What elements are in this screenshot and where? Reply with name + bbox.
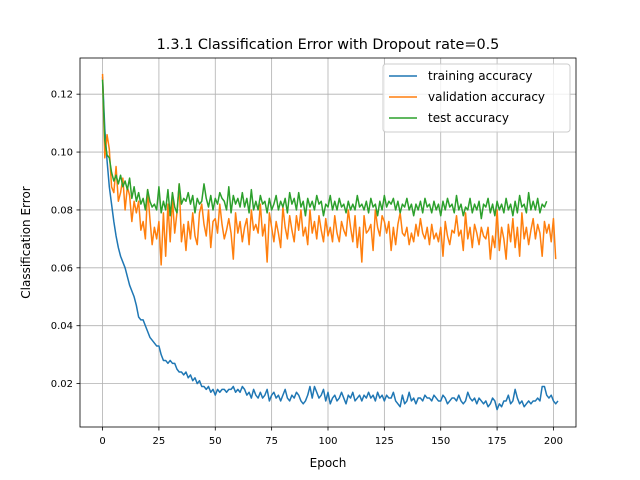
x-tick-label: 175 [488,436,507,447]
series-line-training-accuracy [101,76,559,411]
y-tick-label: 0.04 [51,321,73,332]
legend-label: validation accuracy [428,90,545,104]
x-tick-label: 100 [318,436,337,447]
x-axis-label: Epoch [310,456,347,470]
chart-title: 1.3.1 Classification Error with Dropout … [157,37,500,53]
x-tick-label: 150 [431,436,450,447]
legend: training accuracy validation accuracy test… [382,63,571,133]
y-axis-ticks: 0.02 0.04 0.06 0.08 0.10 0.12 [51,90,80,390]
y-tick-label: 0.08 [51,205,73,216]
y-tick-label: 0.10 [51,148,73,159]
legend-label: test accuracy [428,111,509,125]
x-tick-label: 0 [99,436,105,447]
x-tick-label: 25 [153,436,166,447]
y-axis-label: Classification Error [19,186,33,299]
series-lines [101,73,559,411]
x-tick-label: 75 [265,436,278,447]
legend-label: training accuracy [428,69,532,83]
y-tick-label: 0.12 [51,90,73,101]
x-tick-label: 50 [209,436,222,447]
x-tick-label: 200 [544,436,563,447]
x-tick-label: 125 [375,436,394,447]
series-line-test-accuracy [101,79,548,220]
x-axis-ticks: 0 25 50 75 100 125 150 175 200 [99,427,563,447]
y-tick-label: 0.02 [51,379,73,390]
legend-box [382,63,571,133]
y-tick-label: 0.06 [51,263,73,274]
